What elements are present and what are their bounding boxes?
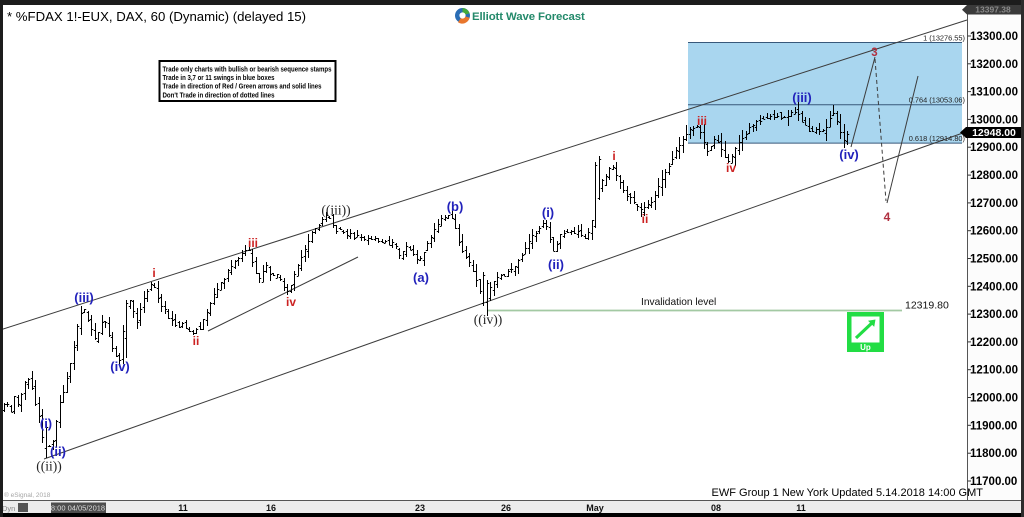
svg-text:(i): (i) <box>542 205 554 220</box>
svg-text:12319.80: 12319.80 <box>905 300 949 312</box>
svg-text:Up: Up <box>860 343 871 352</box>
svg-text:Invalidation level: Invalidation level <box>641 297 716 308</box>
svg-text:1 (13276.55): 1 (13276.55) <box>923 34 965 43</box>
svg-text:11800.00: 11800.00 <box>970 448 1017 460</box>
svg-text:12200.00: 12200.00 <box>970 337 1018 349</box>
svg-text:11: 11 <box>178 503 188 513</box>
svg-text:((iii)): ((iii)) <box>321 203 350 218</box>
svg-text:(iii): (iii) <box>74 290 94 305</box>
svg-text:ii: ii <box>193 334 200 348</box>
svg-text:(b): (b) <box>447 199 464 214</box>
svg-text:8:00 04/05/2018: 8:00 04/05/2018 <box>51 504 105 513</box>
svg-text:Elliott Wave Forecast: Elliott Wave Forecast <box>472 11 585 23</box>
svg-text:12800.00: 12800.00 <box>970 170 1018 182</box>
svg-text:0.764 (13053.06): 0.764 (13053.06) <box>909 96 965 105</box>
svg-text:12300.00: 12300.00 <box>970 309 1018 321</box>
svg-text:(a): (a) <box>413 270 429 285</box>
svg-text:(iv): (iv) <box>110 359 130 374</box>
svg-text:Don't Trade in direction of do: Don't Trade in direction of dotted lines <box>163 90 275 99</box>
svg-text:08: 08 <box>711 503 721 513</box>
svg-text:Trade in direction of Red / Gr: Trade in direction of Red / Green arrows… <box>163 82 322 91</box>
svg-text:(iv): (iv) <box>839 147 859 162</box>
svg-text:® eSignal, 2018: ® eSignal, 2018 <box>4 491 51 499</box>
svg-text:(iii): (iii) <box>792 90 812 105</box>
svg-text:0.618 (12914.80): 0.618 (12914.80) <box>909 134 965 143</box>
svg-text:26: 26 <box>501 503 511 513</box>
svg-text:11700.00: 11700.00 <box>970 476 1017 488</box>
svg-text:12500.00: 12500.00 <box>970 254 1018 266</box>
svg-text:i: i <box>152 266 155 280</box>
svg-text:11: 11 <box>796 503 806 513</box>
svg-text:ii: ii <box>642 212 649 226</box>
svg-text:* %FDAX 1!-EUX, DAX, 60 (Dynam: * %FDAX 1!-EUX, DAX, 60 (Dynamic) (delay… <box>7 9 306 24</box>
svg-text:((iv)): ((iv)) <box>474 312 502 327</box>
svg-text:13300.00: 13300.00 <box>970 31 1018 43</box>
svg-text:13200.00: 13200.00 <box>970 59 1018 71</box>
svg-text:(ii): (ii) <box>50 444 66 459</box>
svg-text:12600.00: 12600.00 <box>970 226 1018 238</box>
svg-text:23: 23 <box>415 503 425 513</box>
svg-text:4: 4 <box>884 210 891 224</box>
svg-text:11900.00: 11900.00 <box>970 420 1017 432</box>
svg-text:13397.38: 13397.38 <box>975 5 1011 15</box>
svg-text:Dyn: Dyn <box>2 504 15 513</box>
svg-text:iv: iv <box>286 295 296 309</box>
svg-text:12400.00: 12400.00 <box>970 281 1018 293</box>
svg-text:12700.00: 12700.00 <box>970 198 1018 210</box>
svg-text:EWF Group 1 New York Updated 5: EWF Group 1 New York Updated 5.14.2018 1… <box>712 487 984 499</box>
svg-text:3: 3 <box>871 47 877 59</box>
svg-text:iii: iii <box>248 236 258 250</box>
svg-text:((ii)): ((ii)) <box>36 459 61 474</box>
svg-text:12948.00: 12948.00 <box>972 127 1016 139</box>
svg-text:12000.00: 12000.00 <box>970 393 1018 405</box>
svg-text:(ii): (ii) <box>548 257 564 272</box>
svg-text:Trade only charts with bullish: Trade only charts with bullish or bearis… <box>163 64 332 73</box>
svg-text:12900.00: 12900.00 <box>970 142 1018 154</box>
svg-text:12100.00: 12100.00 <box>970 365 1018 377</box>
svg-text:May: May <box>586 503 604 513</box>
svg-text:Trade in 3,7 or 11 swings in b: Trade in 3,7 or 11 swings in blue boxes <box>163 73 275 82</box>
svg-text:iv: iv <box>726 161 736 175</box>
svg-text:(i): (i) <box>40 416 52 431</box>
svg-text:16: 16 <box>266 503 276 513</box>
svg-text:13000.00: 13000.00 <box>970 114 1018 126</box>
svg-text:i: i <box>612 149 615 163</box>
svg-text:iii: iii <box>697 114 707 128</box>
svg-text:13100.00: 13100.00 <box>970 87 1018 99</box>
